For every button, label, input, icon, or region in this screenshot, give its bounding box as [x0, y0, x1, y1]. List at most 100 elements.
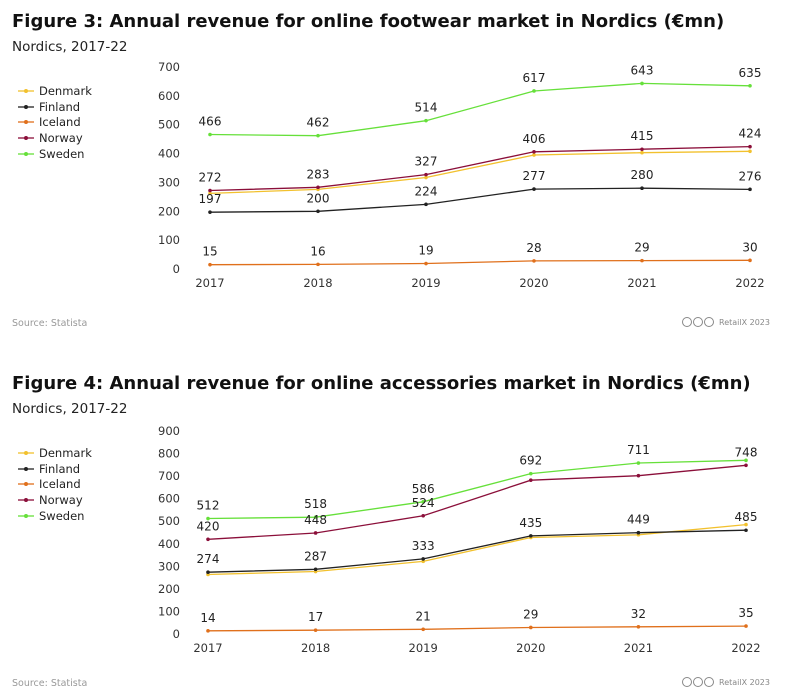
- data-label: 524: [412, 496, 435, 510]
- figure-3: Figure 3: Annual revenue for online foot…: [0, 0, 792, 345]
- data-point-finland: [529, 534, 533, 538]
- y-tick-label: 0: [173, 262, 180, 276]
- data-point-denmark: [208, 191, 212, 196]
- x-tick-label: 2022: [731, 641, 760, 655]
- legend-item-denmark: Denmark: [18, 445, 92, 461]
- data-label: 277: [523, 169, 546, 183]
- data-label: 32: [631, 607, 646, 621]
- data-label: 466: [199, 115, 222, 129]
- y-tick-label: 500: [158, 118, 180, 132]
- data-label: 424: [739, 127, 762, 141]
- data-point-denmark: [424, 175, 428, 180]
- legend-label: Finland: [39, 99, 81, 114]
- data-label: 692: [519, 454, 542, 468]
- x-tick-label: 2017: [195, 276, 224, 290]
- legend-label: Iceland: [39, 477, 81, 492]
- x-tick-label: 2019: [409, 641, 438, 655]
- data-point-finland: [421, 557, 426, 561]
- data-point-norway: [208, 188, 212, 193]
- y-tick-label: 500: [158, 514, 180, 528]
- data-point-finland: [313, 567, 318, 572]
- data-label: 19: [418, 244, 433, 258]
- legend-swatch-icon: [18, 135, 34, 140]
- y-tick-label: 800: [158, 447, 180, 461]
- data-point-sweden: [421, 500, 426, 504]
- data-point-norway: [316, 185, 320, 190]
- legend-item-finland: Finland: [18, 99, 92, 115]
- legend: Denmark Finland Iceland Norway Sweden: [18, 83, 92, 161]
- line-chart: 0 100 200 300 400 500 600 700 800 900 2017 2018 2019…: [158, 424, 761, 655]
- data-point-finland: [424, 202, 428, 207]
- series-line-denmark: [207, 523, 747, 576]
- legend-item-sweden: Sweden: [18, 508, 92, 524]
- data-point-iceland: [640, 258, 644, 263]
- legend-swatch-icon: [18, 151, 34, 156]
- data-point-finland: [744, 528, 748, 533]
- data-label: 586: [412, 482, 435, 496]
- data-label: 197: [199, 192, 222, 206]
- data-label: 29: [634, 241, 649, 255]
- data-point-iceland: [206, 629, 210, 633]
- data-label: 21: [416, 609, 431, 623]
- series-line-iceland: [207, 625, 747, 632]
- legend: Denmark Finland Iceland Norway Sweden: [18, 445, 92, 523]
- legend-swatch-icon: [18, 497, 34, 502]
- legend-swatch-icon: [18, 450, 34, 455]
- data-point-sweden: [748, 83, 752, 88]
- data-point-denmark: [748, 149, 752, 154]
- data-point-denmark: [421, 559, 426, 564]
- series-line-norway: [209, 145, 751, 192]
- data-label: 15: [202, 245, 217, 259]
- data-point-finland: [636, 530, 641, 535]
- data-point-iceland: [748, 258, 752, 263]
- data-point-sweden: [636, 461, 641, 465]
- data-point-finland: [316, 209, 320, 214]
- series-line-norway: [207, 464, 747, 540]
- x-tick-label: 2018: [303, 276, 332, 290]
- data-label: 327: [415, 155, 438, 169]
- data-point-iceland: [313, 628, 318, 632]
- data-label: 280: [631, 168, 654, 182]
- credit: RetailX 2023: [682, 677, 770, 687]
- y-tick-label: 600: [158, 492, 180, 506]
- data-point-norway: [529, 478, 533, 482]
- data-label: 14: [200, 611, 215, 625]
- x-tick-label: 2021: [627, 276, 656, 290]
- legend-label: Denmark: [39, 83, 92, 98]
- data-point-finland: [208, 210, 212, 214]
- data-point-iceland: [636, 624, 641, 629]
- data-point-norway: [532, 150, 536, 154]
- data-label: 420: [197, 519, 220, 533]
- x-tick-label: 2018: [301, 641, 330, 655]
- x-tick-label: 2021: [624, 641, 653, 655]
- data-point-iceland: [529, 625, 533, 630]
- data-point-norway: [313, 531, 318, 535]
- data-label: 748: [735, 445, 758, 459]
- y-tick-label: 100: [158, 604, 180, 618]
- data-point-norway: [424, 172, 428, 177]
- legend-item-iceland: Iceland: [18, 114, 92, 130]
- series-line-sweden: [209, 82, 751, 137]
- data-point-sweden: [529, 471, 533, 476]
- data-label: 200: [307, 191, 330, 205]
- legend-swatch-icon: [18, 482, 34, 487]
- data-point-denmark: [640, 150, 644, 155]
- legend-item-iceland: Iceland: [18, 476, 92, 492]
- legend-item-finland: Finland: [18, 461, 92, 477]
- data-point-iceland: [744, 624, 748, 628]
- legend-item-norway: Norway: [18, 492, 92, 508]
- data-point-iceland: [208, 262, 212, 267]
- data-point-sweden: [532, 89, 536, 93]
- legend-swatch-icon: [18, 120, 34, 125]
- source-note: Source: Statista: [12, 318, 88, 329]
- series-line-finland: [209, 187, 751, 213]
- data-point-iceland: [424, 261, 428, 266]
- chart-subtitle: Nordics, 2017-22: [12, 39, 128, 55]
- legend-label: Denmark: [39, 445, 92, 460]
- data-label: 30: [742, 240, 757, 254]
- legend-label: Norway: [39, 130, 83, 145]
- data-label: 711: [627, 443, 650, 457]
- data-point-denmark: [532, 153, 536, 157]
- data-label: 435: [519, 516, 542, 530]
- data-label: 617: [523, 71, 546, 85]
